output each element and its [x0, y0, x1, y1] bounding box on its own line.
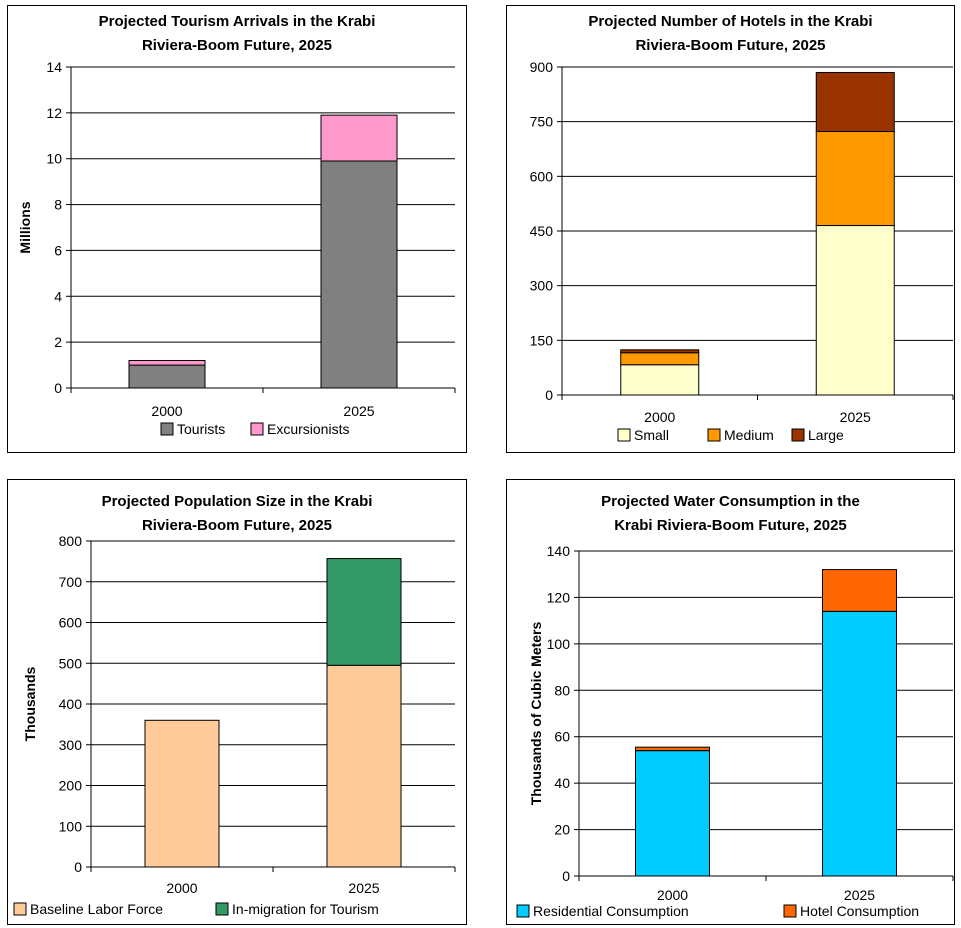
bar-segment-large-2000: [620, 349, 700, 354]
y-tick-label: 40: [554, 775, 570, 791]
chart-title-line: Riviera-Boom Future, 2025: [635, 37, 825, 54]
bar-segment-hotel-consumption-2000: [635, 746, 710, 752]
chart-panel-tourism: Projected Tourism Arrivals in the Krabi R…: [7, 5, 467, 453]
legend-label: In-migration for Tourism: [232, 901, 379, 917]
legend-swatch: [707, 428, 721, 442]
y-tick-label: 300: [530, 278, 554, 294]
x-tick-label: 2000: [644, 409, 675, 425]
y-tick-label: 450: [530, 223, 554, 239]
y-tick-label: 0: [545, 387, 553, 403]
bar-segment-baseline-labor-force-2000: [144, 719, 220, 868]
x-tick-label: 2000: [151, 403, 182, 419]
y-axis-label: Millions: [17, 201, 33, 253]
legend-swatch: [516, 904, 530, 918]
chart-title-line: Projected Tourism Arrivals in the Krabi: [99, 13, 376, 30]
legend-swatch: [13, 902, 27, 916]
chart-title-line: Projected Population Size in the Krabi: [102, 493, 373, 510]
y-tick-label: 4: [54, 288, 62, 304]
legend-label: Residential Consumption: [533, 903, 689, 919]
bar-segment-medium-2025: [815, 131, 895, 227]
x-tick-label: 2025: [840, 409, 871, 425]
y-tick-label: 600: [59, 615, 83, 631]
y-tick-label: 750: [530, 114, 554, 130]
chart-panel-hotels: Projected Number of Hotels in the Krabi R…: [506, 5, 955, 453]
y-tick-label: 60: [554, 729, 570, 745]
y-tick-label: 900: [530, 59, 554, 75]
chart-hotels: Projected Number of Hotels in the Krabi R…: [530, 13, 954, 443]
bar-segment-small-2025: [815, 225, 895, 396]
y-tick-label: 120: [547, 589, 571, 605]
chart-panel-population: Projected Population Size in the Krabi Ri…: [7, 479, 467, 925]
legend-label: Large: [808, 427, 844, 443]
y-tick-label: 0: [74, 859, 82, 875]
legend-swatch: [617, 428, 631, 442]
chart-tourism: Projected Tourism Arrivals in the Krabi R…: [17, 13, 456, 437]
bar-segment-excursionists-2000: [128, 359, 206, 366]
bar-segment-tourists-2000: [128, 364, 206, 389]
y-tick-label: 500: [59, 655, 83, 671]
y-tick-label: 2: [54, 334, 62, 350]
chart-panel-water: Projected Water Consumption in the Krabi …: [506, 479, 955, 925]
legend-label: Baseline Labor Force: [30, 901, 163, 917]
x-tick-label: 2025: [348, 880, 379, 896]
y-tick-label: 0: [562, 868, 570, 884]
chart-title-line: Riviera-Boom Future, 2025: [142, 517, 332, 534]
chart-title-line: Projected Number of Hotels in the Krabi: [588, 13, 872, 30]
chart-title-line: Projected Water Consumption in the: [601, 493, 860, 510]
legend-label: Small: [634, 427, 669, 443]
bar-segment-in-migration-for-tourism-2025: [326, 558, 402, 666]
y-axis-label: Thousands: [22, 666, 38, 741]
y-tick-label: 700: [59, 574, 83, 590]
bar-segment-excursionists-2025: [320, 114, 398, 162]
y-tick-label: 600: [530, 168, 554, 184]
y-tick-label: 8: [54, 197, 62, 213]
legend-swatch: [160, 422, 174, 436]
y-tick-label: 0: [54, 380, 62, 396]
bar-segment-hotel-consumption-2025: [822, 569, 897, 612]
bar-segment-residential-consumption-2025: [822, 610, 897, 877]
y-tick-label: 400: [59, 696, 83, 712]
legend-swatch: [791, 428, 805, 442]
legend-swatch: [215, 902, 229, 916]
x-tick-label: 2025: [343, 403, 374, 419]
y-tick-label: 10: [46, 151, 62, 167]
legend-label: Hotel Consumption: [800, 903, 919, 919]
legend-label: Excursionists: [267, 421, 349, 437]
bar-segment-residential-consumption-2000: [635, 750, 710, 877]
y-tick-label: 800: [59, 533, 83, 549]
bar-segment-tourists-2025: [320, 160, 398, 389]
legend-swatch: [250, 422, 264, 436]
bar-segment-baseline-labor-force-2025: [326, 664, 402, 868]
x-tick-label: 2000: [657, 887, 688, 903]
chart-title-line: Krabi Riviera-Boom Future, 2025: [614, 517, 847, 534]
y-tick-label: 140: [547, 543, 571, 559]
bar-segment-medium-2000: [620, 352, 700, 366]
y-tick-label: 300: [59, 737, 83, 753]
y-tick-label: 12: [46, 105, 62, 121]
y-tick-label: 200: [59, 778, 83, 794]
y-tick-label: 20: [554, 822, 570, 838]
legend-label: Tourists: [177, 421, 225, 437]
y-tick-label: 80: [554, 682, 570, 698]
legend-swatch: [783, 904, 797, 918]
y-tick-label: 6: [54, 242, 62, 258]
chart-title-line: Riviera-Boom Future, 2025: [142, 37, 332, 54]
chart-water: Projected Water Consumption in the Krabi …: [516, 493, 954, 919]
x-tick-label: 2025: [844, 887, 875, 903]
y-tick-label: 14: [46, 59, 62, 75]
y-tick-label: 100: [59, 818, 83, 834]
x-tick-label: 2000: [166, 880, 197, 896]
bar-segment-small-2000: [620, 364, 700, 396]
bar-segment-large-2025: [815, 71, 895, 133]
y-tick-label: 150: [530, 332, 554, 348]
y-axis-label: Thousands of Cubic Meters: [528, 622, 544, 806]
legend-label: Medium: [724, 427, 774, 443]
chart-population: Projected Population Size in the Krabi Ri…: [13, 493, 456, 917]
y-tick-label: 100: [547, 636, 571, 652]
